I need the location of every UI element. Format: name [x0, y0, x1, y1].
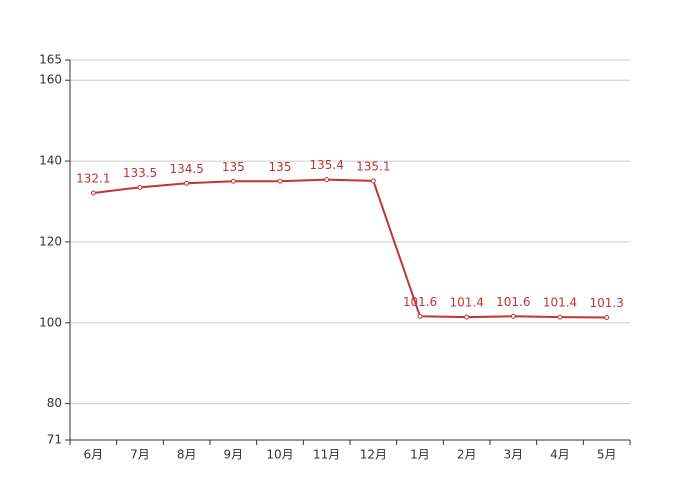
- point: [137, 184, 143, 190]
- x-tick-label: 4月: [550, 448, 570, 462]
- point: [464, 314, 470, 320]
- point: [230, 178, 236, 184]
- point: [417, 313, 423, 319]
- point: [370, 178, 376, 184]
- y-tick-label: 165: [39, 53, 62, 67]
- y-tick-label: 100: [39, 315, 62, 329]
- x-tick-label: 9月: [224, 448, 244, 462]
- data-label: 135.4: [309, 158, 343, 172]
- data-label: 101.3: [589, 296, 623, 310]
- x-tick-label: 12月: [360, 448, 387, 462]
- data-label: 134.5: [169, 162, 203, 176]
- x-tick-label: 2月: [457, 448, 477, 462]
- x-tick-label: 5月: [597, 448, 617, 462]
- point: [604, 315, 610, 321]
- point: [324, 177, 330, 183]
- point: [277, 178, 283, 184]
- point: [184, 180, 190, 186]
- data-label: 135: [222, 160, 245, 174]
- x-tick-label: 8月: [177, 448, 197, 462]
- x-tick-label: 6月: [84, 448, 104, 462]
- data-label: 135: [269, 160, 292, 174]
- point: [90, 190, 96, 196]
- data-label: 101.6: [496, 295, 530, 309]
- y-tick-label: 120: [39, 234, 62, 248]
- y-tick-label: 80: [47, 396, 62, 410]
- y-tick-label: 160: [39, 73, 62, 87]
- x-tick-label: 1月: [410, 448, 430, 462]
- point: [557, 314, 563, 320]
- data-label: 101.4: [449, 296, 483, 310]
- y-tick-label: 140: [39, 154, 62, 168]
- data-label: 132.1: [76, 172, 110, 186]
- x-tick-label: 7月: [130, 448, 150, 462]
- data-label: 101.4: [543, 296, 577, 310]
- data-label: 135.1: [356, 159, 390, 173]
- data-label: 133.5: [123, 166, 157, 180]
- point: [510, 313, 516, 319]
- line: [93, 178, 607, 319]
- x-tick-label: 11月: [313, 448, 340, 462]
- data-label: 101.6: [403, 295, 437, 309]
- x-tick-label: 3月: [504, 448, 524, 462]
- x-tick-label: 10月: [266, 448, 293, 462]
- y-tick-label: 71: [47, 433, 62, 447]
